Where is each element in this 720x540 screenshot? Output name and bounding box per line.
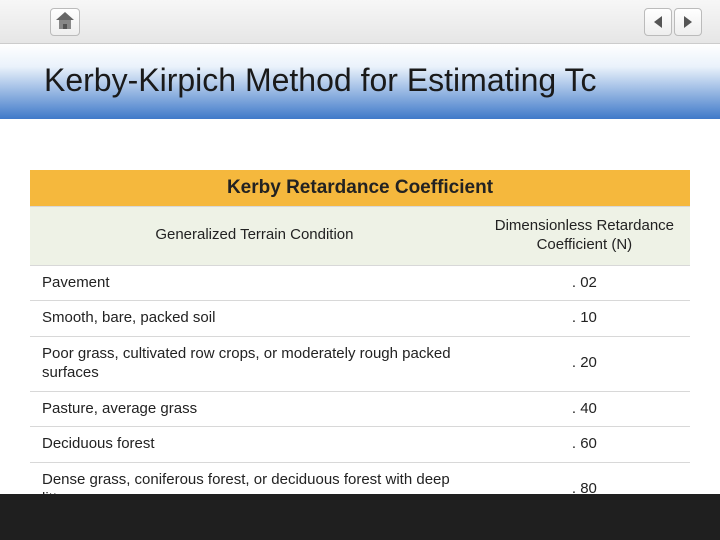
title-region: Kerby-Kirpich Method for Estimating Tc xyxy=(0,44,720,119)
cell-condition: Pasture, average grass xyxy=(30,391,479,427)
chevron-left-icon xyxy=(654,16,662,28)
coefficient-table: Kerby Retardance Coefficient Generalized… xyxy=(30,170,690,518)
nav-arrows xyxy=(644,8,702,36)
table-row: Poor grass, cultivated row crops, or mod… xyxy=(30,337,690,392)
prev-button[interactable] xyxy=(644,8,672,36)
table-row: Pasture, average grass . 40 xyxy=(30,391,690,427)
cell-value: . 20 xyxy=(479,337,690,392)
cell-value: . 02 xyxy=(479,265,690,301)
cell-condition: Pavement xyxy=(30,265,479,301)
viewer-toolbar xyxy=(0,0,720,44)
column-header-condition: Generalized Terrain Condition xyxy=(30,207,479,266)
slide-title: Kerby-Kirpich Method for Estimating Tc xyxy=(44,62,676,99)
cell-value: . 60 xyxy=(479,427,690,463)
column-header-coefficient: Dimensionless Retardance Coefficient (N) xyxy=(479,207,690,266)
next-button[interactable] xyxy=(674,8,702,36)
chevron-right-icon xyxy=(684,16,692,28)
cell-value: . 10 xyxy=(479,301,690,337)
coefficient-table-container: Kerby Retardance Coefficient Generalized… xyxy=(30,170,690,518)
table-row: Deciduous forest . 60 xyxy=(30,427,690,463)
table-row: Pavement . 02 xyxy=(30,265,690,301)
home-icon xyxy=(56,14,74,30)
home-button[interactable] xyxy=(50,8,80,36)
cell-value: . 40 xyxy=(479,391,690,427)
cell-condition: Deciduous forest xyxy=(30,427,479,463)
cell-condition: Poor grass, cultivated row crops, or mod… xyxy=(30,337,479,392)
footer-strip xyxy=(0,494,720,540)
table-row: Smooth, bare, packed soil . 10 xyxy=(30,301,690,337)
table-banner: Kerby Retardance Coefficient xyxy=(30,170,690,207)
cell-condition: Smooth, bare, packed soil xyxy=(30,301,479,337)
